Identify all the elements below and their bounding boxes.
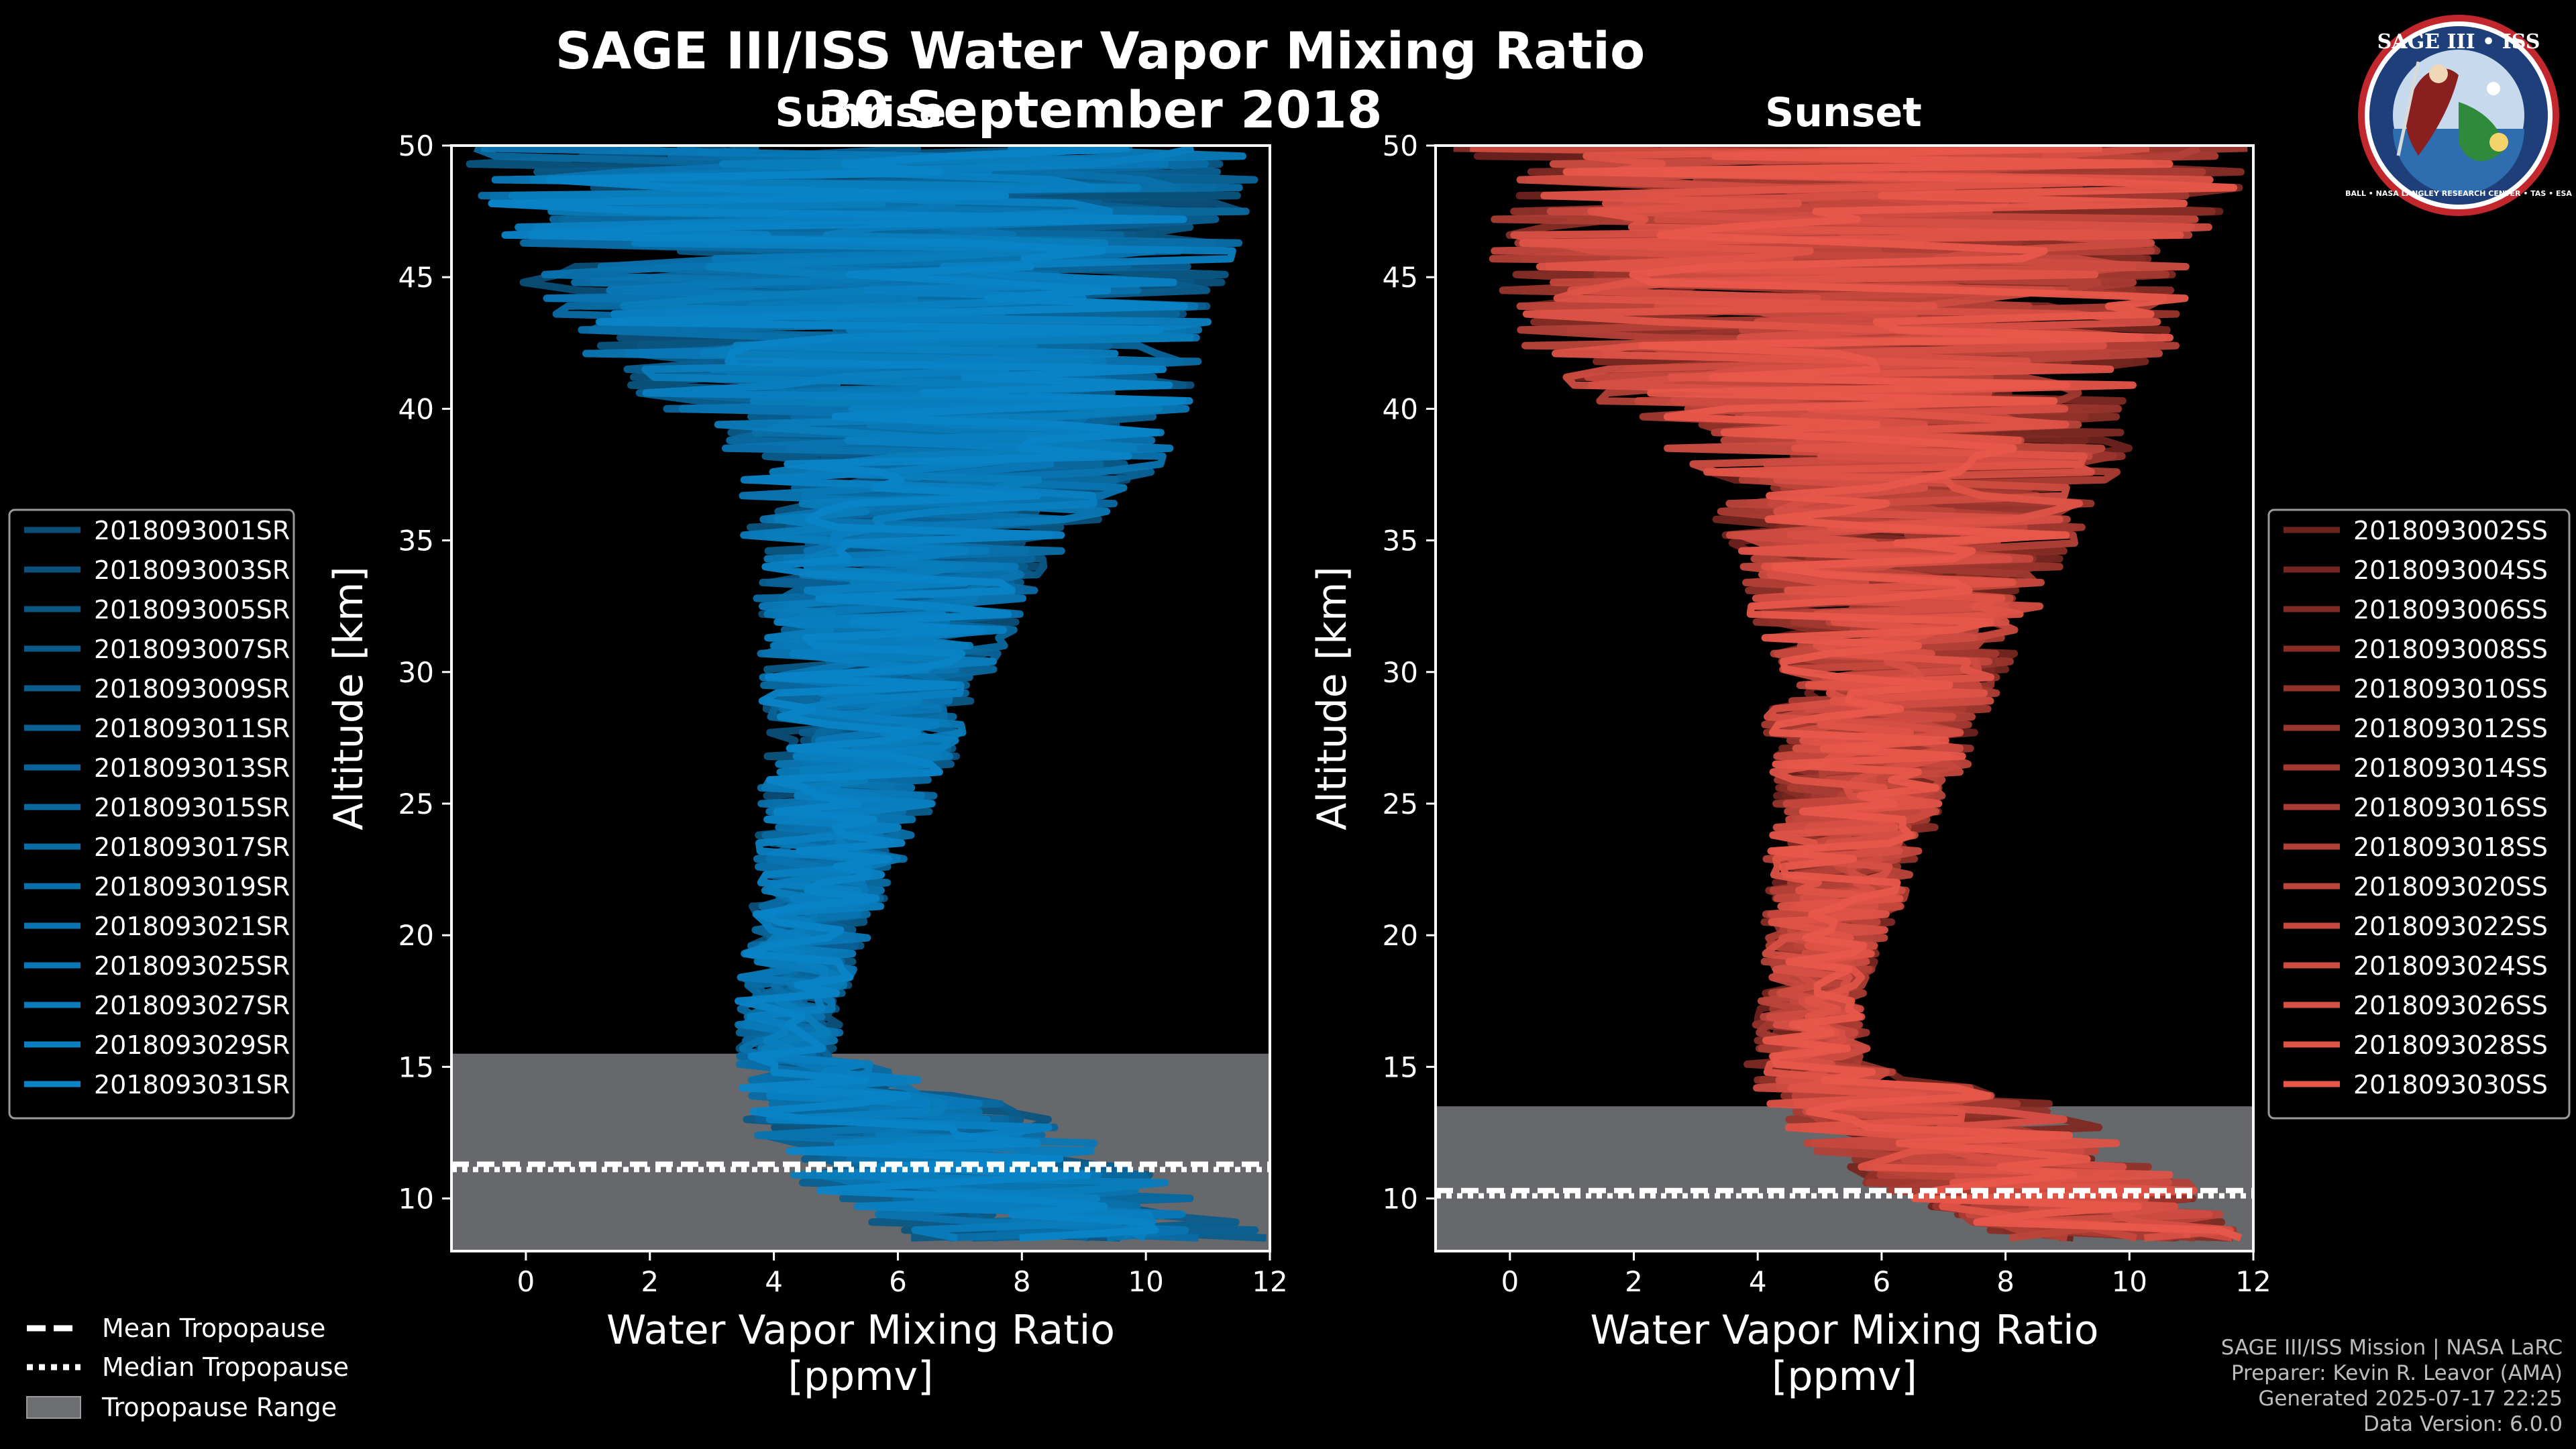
legend-label-2018093012SS: 2018093012SS <box>2353 714 2548 743</box>
tropopause-range-label: Tropopause Range <box>101 1393 337 1422</box>
sunset-y-tick-label: 40 <box>1383 392 1418 425</box>
sunset-plot-area <box>1436 146 2253 1251</box>
sunset-y-axis-label: Altitude [km] <box>1309 566 1356 830</box>
sunset-y-tick-label: 30 <box>1383 656 1418 689</box>
legend-label-2018093011SR: 2018093011SR <box>94 714 290 743</box>
sunset-y-tick-label: 20 <box>1383 919 1418 952</box>
legend-label-2018093030SS: 2018093030SS <box>2353 1070 2548 1099</box>
legend-label-2018093008SS: 2018093008SS <box>2353 635 2548 664</box>
legend-label-2018093001SR: 2018093001SR <box>94 516 290 545</box>
legend-label-2018093013SR: 2018093013SR <box>94 753 290 783</box>
legend-label-2018093031SR: 2018093031SR <box>94 1070 290 1099</box>
footer-generated: Generated 2025-07-17 22:25 <box>2258 1387 2563 1411</box>
legend-label-2018093004SS: 2018093004SS <box>2353 555 2548 585</box>
sunrise-x-axis-label: Water Vapor Mixing Ratio <box>606 1307 1115 1354</box>
sunrise-y-tick-label: 20 <box>398 919 434 952</box>
legend-label-2018093026SS: 2018093026SS <box>2353 991 2548 1020</box>
legend-label-2018093002SS: 2018093002SS <box>2353 516 2548 545</box>
sunrise-axes-frame <box>450 144 1271 1252</box>
legend-label-2018093014SS: 2018093014SS <box>2353 753 2548 783</box>
sunrise-plot-area <box>451 146 1270 1251</box>
sunrise-x-tick-label: 8 <box>1013 1265 1031 1298</box>
legend-label-2018093028SS: 2018093028SS <box>2353 1030 2548 1060</box>
sunrise-legend: 2018093001SR 2018093003SR 2018093005SR 2018… <box>8 508 295 1120</box>
sunrise-x-tick-label: 2 <box>641 1265 659 1298</box>
sunset-x-tick-label: 8 <box>1996 1265 2015 1298</box>
sunset-x-axis-unit: [ppmv] <box>1772 1353 1917 1400</box>
sunrise-y-tick-label: 30 <box>398 656 434 689</box>
legend-label-2018093022SS: 2018093022SS <box>2353 912 2548 941</box>
legend-label-2018093019SR: 2018093019SR <box>94 872 290 902</box>
legend-label-2018093017SR: 2018093017SR <box>94 833 290 862</box>
median-tropopause-label: Median Tropopause <box>102 1352 349 1382</box>
legend-label-2018093025SR: 2018093025SR <box>94 951 290 981</box>
sunrise-x-tick-label: 12 <box>1252 1265 1287 1298</box>
sunset-y-tick-label: 10 <box>1383 1183 1418 1216</box>
footer-preparer: Preparer: Kevin R. Leavor (AMA) <box>2231 1361 2563 1385</box>
legend-label-2018093006SS: 2018093006SS <box>2353 595 2548 625</box>
legend-label-2018093020SS: 2018093020SS <box>2353 872 2548 902</box>
tropopause-range-swatch <box>26 1396 81 1419</box>
sunset-x-tick-label: 10 <box>2112 1265 2147 1298</box>
sunrise-heading: Sunrise <box>775 89 946 136</box>
chart-title: SAGE III/ISS Water Vapor Mixing Ratio <box>555 21 1646 80</box>
footer-credits: SAGE III/ISS Mission | NASA LaRC Prepare… <box>2221 1335 2563 1437</box>
footer-version: Data Version: 6.0.0 <box>2363 1412 2563 1436</box>
sunrise-x-tick-label: 0 <box>517 1265 535 1298</box>
legend-label-2018093018SS: 2018093018SS <box>2353 833 2548 862</box>
sunrise-x-axis-unit: [ppmv] <box>788 1353 934 1400</box>
legend-label-2018093027SR: 2018093027SR <box>94 991 290 1020</box>
sunset-x-tick-label: 12 <box>2235 1265 2271 1298</box>
chart-subtitle: 30 September 2018 <box>818 80 1382 140</box>
tropopause-legend: Mean Tropopause Median Tropopause Tropop… <box>26 1313 349 1422</box>
sunrise-y-tick-label: 50 <box>398 129 434 162</box>
mean-tropopause-label: Mean Tropopause <box>102 1313 325 1343</box>
legend-label-2018093016SS: 2018093016SS <box>2353 793 2548 822</box>
sunrise-plot: 0 2 4 6 8 10 12 10 15 20 25 30 35 40 45 50 Water Vapor M… <box>325 129 1288 1400</box>
sunset-legend: 2018093002SS 2018093004SS 2018093006SS 2018… <box>2267 508 2571 1120</box>
sunrise-x-tick-label: 10 <box>1128 1265 1163 1298</box>
legend-label-2018093005SR: 2018093005SR <box>94 595 290 625</box>
series-line-2018093030SS <box>1562 146 2243 1242</box>
legend-label-2018093021SR: 2018093021SR <box>94 912 290 941</box>
sunset-y-tick-label: 15 <box>1383 1051 1418 1083</box>
sunset-y-tick-label: 25 <box>1383 788 1418 820</box>
sunrise-y-tick-label: 40 <box>398 392 434 425</box>
sunrise-y-tick-label: 25 <box>398 788 434 820</box>
legend-label-2018093024SS: 2018093024SS <box>2353 951 2548 981</box>
legend-label-2018093003SR: 2018093003SR <box>94 555 290 585</box>
logo-title: SAGE III • ISS <box>2377 30 2540 54</box>
sunrise-x-tick-label: 6 <box>889 1265 907 1298</box>
sunrise-y-tick-label: 10 <box>398 1183 434 1216</box>
sage-iii-iss-logo: SAGE III • ISS BALL • NASA LANGLEY RESEA… <box>2345 15 2572 216</box>
sunrise-y-tick-label: 15 <box>398 1051 434 1083</box>
sunset-plot: 0 2 4 6 8 10 12 10 15 20 25 30 35 40 45 50 Water Vapor M… <box>1309 129 2271 1400</box>
sunset-axes-frame <box>1434 144 2255 1252</box>
legend-label-2018093010SS: 2018093010SS <box>2353 674 2548 704</box>
sunrise-y-tick-label: 45 <box>398 261 434 294</box>
sunrise-y-axis-label: Altitude [km] <box>325 566 372 830</box>
sunset-x-tick-label: 2 <box>1625 1265 1643 1298</box>
series-line-2018093031SR <box>488 146 1193 1242</box>
sunset-x-tick-label: 6 <box>1873 1265 1891 1298</box>
legend-label-2018093009SR: 2018093009SR <box>94 674 290 704</box>
legend-label-2018093029SR: 2018093029SR <box>94 1030 290 1060</box>
legend-label-2018093015SR: 2018093015SR <box>94 793 290 822</box>
sunset-x-axis-label: Water Vapor Mixing Ratio <box>1591 1307 2099 1354</box>
sunset-x-tick-label: 4 <box>1749 1265 1767 1298</box>
sunset-y-tick-label: 35 <box>1383 525 1418 557</box>
sunset-x-tick-label: 0 <box>1501 1265 1519 1298</box>
logo-ring-text: BALL • NASA LANGLEY RESEARCH CENTER • TA… <box>2345 189 2572 198</box>
sunset-heading: Sunset <box>1765 89 1922 136</box>
sunrise-x-tick-label: 4 <box>765 1265 783 1298</box>
sunrise-y-tick-label: 35 <box>398 525 434 557</box>
sunset-y-tick-label: 45 <box>1383 261 1418 294</box>
legend-label-2018093007SR: 2018093007SR <box>94 635 290 664</box>
footer-mission: SAGE III/ISS Mission | NASA LaRC <box>2220 1336 2563 1360</box>
sunset-y-tick-label: 50 <box>1383 129 1418 162</box>
